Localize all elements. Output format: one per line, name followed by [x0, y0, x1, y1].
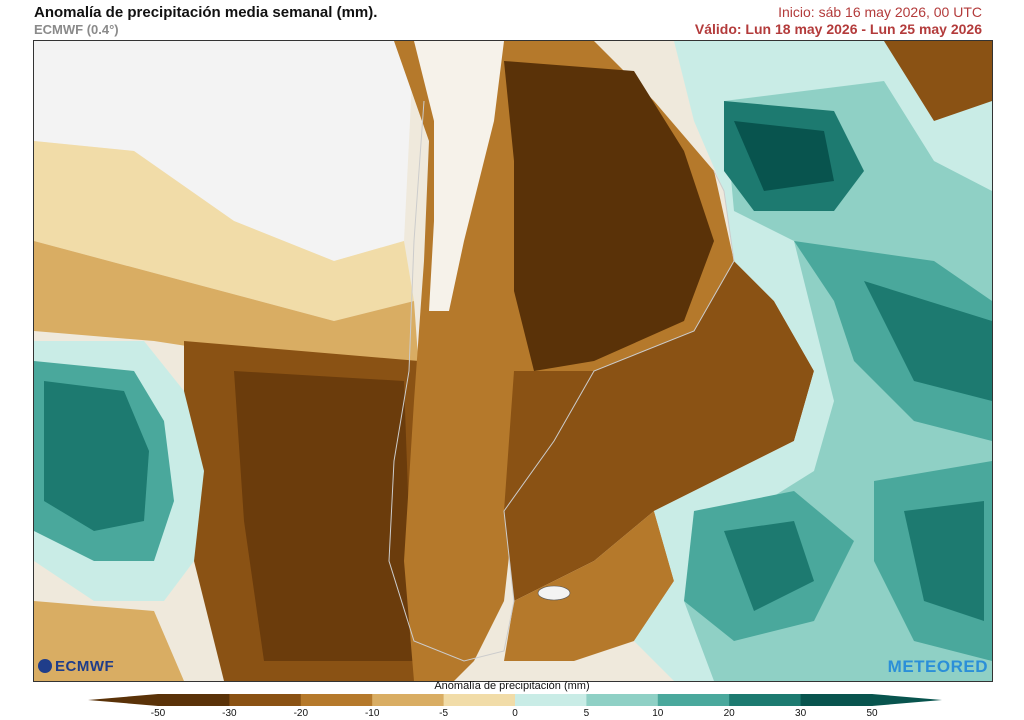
model-subtitle: ECMWF (0.4°) [34, 22, 119, 37]
legend-tick-label: 5 [583, 708, 590, 719]
legend-segment [158, 694, 230, 706]
color-legend-bar [88, 694, 942, 706]
legend-segment [443, 694, 516, 706]
ecmwf-logo-icon [38, 659, 52, 673]
legend-segment [229, 694, 302, 706]
meteored-logo: METEORED [887, 657, 988, 676]
valid-period: Válido: Lun 18 may 2026 - Lun 25 may 202… [694, 21, 982, 37]
falkland-islands [537, 585, 571, 601]
ecmwf-logo: ECMWF [38, 658, 114, 675]
pacific-south-dry [34, 601, 184, 681]
atlantic-dry [504, 261, 814, 601]
east-atlantic-wet-strong [904, 501, 984, 621]
legend-tick-label: 10 [652, 708, 664, 719]
legend-tick-label: -10 [364, 708, 380, 719]
legend-segment [300, 694, 373, 706]
brazil-coast-very-wet [734, 121, 834, 191]
pacific-neutral-area [34, 41, 414, 261]
legend-tick-label: -50 [150, 708, 166, 719]
legend-segment [657, 694, 730, 706]
legend-arrow-left [88, 694, 158, 706]
legend-tick-label: -30 [222, 708, 237, 719]
legend-segment [586, 694, 659, 706]
south-atlantic-wet-strong [724, 521, 814, 611]
legend-segment [800, 694, 873, 706]
legend-tick-label: -20 [293, 708, 309, 719]
pacific-pale-dry-band [34, 141, 414, 321]
legend-ticks: -50 -30 -20 -10 -5 0 5 10 20 30 50 [0, 708, 1024, 720]
continent-strong-dry [504, 61, 714, 371]
legend-tick-label: 30 [795, 708, 807, 719]
pacific-wet-strong [44, 381, 149, 531]
northeast-dry [884, 41, 992, 121]
legend-tick-label: -5 [439, 708, 449, 719]
init-time: Inicio: sáb 16 may 2026, 00 UTC [778, 4, 982, 20]
coastline [388, 100, 735, 662]
precipitation-anomaly-map: ECMWF METEORED [33, 40, 993, 682]
legend-label: Anomalía de precipitación (mm) [434, 680, 590, 692]
map-svg [34, 41, 992, 681]
legend-tick-label: 20 [723, 708, 735, 719]
atlantic-wet-strong [864, 281, 992, 401]
legend-tick-label: 0 [512, 708, 518, 719]
legend-segment [729, 694, 802, 706]
atlantic-wet-band [794, 241, 992, 441]
legend-tick-label: 50 [866, 708, 878, 719]
legend-segment [372, 694, 445, 706]
legend-segment [515, 694, 587, 706]
pacific-strong-dry-core [234, 371, 414, 661]
andes-neutral [414, 41, 504, 311]
pacific-light-dry-band [34, 241, 419, 371]
map-title: Anomalía de precipitación media semanal … [34, 4, 378, 21]
legend-arrow-right [872, 694, 942, 706]
ecmwf-logo-text: ECMWF [55, 658, 115, 675]
atlantic-south-dry [504, 511, 674, 661]
